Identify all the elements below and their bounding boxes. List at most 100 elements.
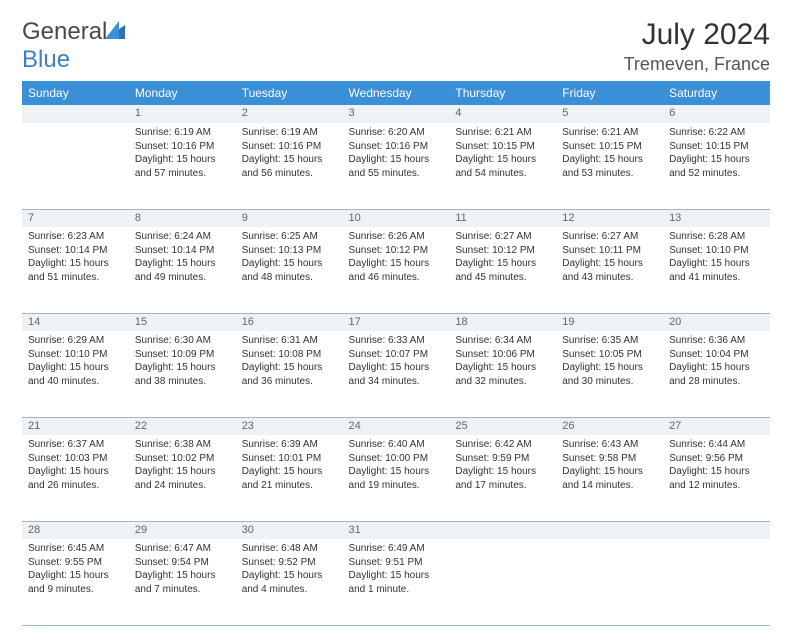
day-cell: Sunrise: 6:45 AMSunset: 9:55 PMDaylight:… — [22, 539, 129, 625]
sunrise-line: Sunrise: 6:20 AM — [349, 126, 444, 140]
daynum-cell: 24 — [343, 417, 450, 435]
day-cell: Sunrise: 6:26 AMSunset: 10:12 PMDaylight… — [343, 227, 450, 313]
daylight-line: Daylight: 15 hoursand 56 minutes. — [242, 153, 337, 180]
daylight-line: Daylight: 15 hoursand 51 minutes. — [28, 257, 123, 284]
sunrise-line: Sunrise: 6:40 AM — [349, 438, 444, 452]
daynum-cell: 5 — [556, 105, 663, 123]
sunrise-line: Sunrise: 6:37 AM — [28, 438, 123, 452]
daylight-line: Daylight: 15 hoursand 43 minutes. — [562, 257, 657, 284]
day-cell: Sunrise: 6:49 AMSunset: 9:51 PMDaylight:… — [343, 539, 450, 625]
sunset-line: Sunset: 10:10 PM — [669, 244, 764, 258]
day-cell-body: Sunrise: 6:29 AMSunset: 10:10 PMDaylight… — [22, 331, 129, 397]
logo-text: GeneralBlue — [22, 18, 127, 74]
daynum-cell — [449, 521, 556, 539]
day-cell: Sunrise: 6:25 AMSunset: 10:13 PMDaylight… — [236, 227, 343, 313]
day-cell: Sunrise: 6:27 AMSunset: 10:12 PMDaylight… — [449, 227, 556, 313]
daylight-line: Daylight: 15 hoursand 19 minutes. — [349, 465, 444, 492]
day-cell-body: Sunrise: 6:39 AMSunset: 10:01 PMDaylight… — [236, 435, 343, 501]
day-cell-body: Sunrise: 6:25 AMSunset: 10:13 PMDaylight… — [236, 227, 343, 293]
dow-sunday: Sunday — [22, 81, 129, 105]
sunset-line: Sunset: 10:15 PM — [669, 140, 764, 154]
sunset-line: Sunset: 10:04 PM — [669, 348, 764, 362]
sunset-line: Sunset: 10:14 PM — [135, 244, 230, 258]
day-cell-body: Sunrise: 6:31 AMSunset: 10:08 PMDaylight… — [236, 331, 343, 397]
sunrise-line: Sunrise: 6:36 AM — [669, 334, 764, 348]
day-cell-body: Sunrise: 6:21 AMSunset: 10:15 PMDaylight… — [449, 123, 556, 189]
calendar-table: Sunday Monday Tuesday Wednesday Thursday… — [22, 81, 770, 626]
day-cell-body: Sunrise: 6:20 AMSunset: 10:16 PMDaylight… — [343, 123, 450, 189]
daylight-line: Daylight: 15 hoursand 21 minutes. — [242, 465, 337, 492]
daylight-line: Daylight: 15 hoursand 57 minutes. — [135, 153, 230, 180]
day-cell-body: Sunrise: 6:27 AMSunset: 10:12 PMDaylight… — [449, 227, 556, 293]
sunrise-line: Sunrise: 6:45 AM — [28, 542, 123, 556]
day-cell-body: Sunrise: 6:28 AMSunset: 10:10 PMDaylight… — [663, 227, 770, 293]
daylight-line: Daylight: 15 hoursand 30 minutes. — [562, 361, 657, 388]
sunset-line: Sunset: 9:54 PM — [135, 556, 230, 570]
sunrise-line: Sunrise: 6:19 AM — [242, 126, 337, 140]
daylight-line: Daylight: 15 hoursand 48 minutes. — [242, 257, 337, 284]
daynum-cell: 29 — [129, 521, 236, 539]
daynum-cell: 1 — [129, 105, 236, 123]
daylight-line: Daylight: 15 hoursand 53 minutes. — [562, 153, 657, 180]
daynum-cell: 26 — [556, 417, 663, 435]
sunset-line: Sunset: 10:12 PM — [455, 244, 550, 258]
daynum-cell: 31 — [343, 521, 450, 539]
daynum-cell: 14 — [22, 313, 129, 331]
daynum-cell: 10 — [343, 209, 450, 227]
sunset-line: Sunset: 9:56 PM — [669, 452, 764, 466]
sunset-line: Sunset: 10:13 PM — [242, 244, 337, 258]
daynum-cell: 19 — [556, 313, 663, 331]
sunset-line: Sunset: 10:01 PM — [242, 452, 337, 466]
daylight-line: Daylight: 15 hoursand 14 minutes. — [562, 465, 657, 492]
sunset-line: Sunset: 9:51 PM — [349, 556, 444, 570]
week-row: Sunrise: 6:29 AMSunset: 10:10 PMDaylight… — [22, 331, 770, 417]
day-cell-body: Sunrise: 6:33 AMSunset: 10:07 PMDaylight… — [343, 331, 450, 397]
sunrise-line: Sunrise: 6:24 AM — [135, 230, 230, 244]
day-cell-body: Sunrise: 6:42 AMSunset: 9:59 PMDaylight:… — [449, 435, 556, 501]
daynum-cell: 15 — [129, 313, 236, 331]
sunset-line: Sunset: 10:03 PM — [28, 452, 123, 466]
day-cell-body: Sunrise: 6:48 AMSunset: 9:52 PMDaylight:… — [236, 539, 343, 605]
day-cell: Sunrise: 6:19 AMSunset: 10:16 PMDaylight… — [236, 123, 343, 209]
sunset-line: Sunset: 10:06 PM — [455, 348, 550, 362]
daynum-cell: 7 — [22, 209, 129, 227]
sunrise-line: Sunrise: 6:38 AM — [135, 438, 230, 452]
daynum-cell: 3 — [343, 105, 450, 123]
daylight-line: Daylight: 15 hoursand 28 minutes. — [669, 361, 764, 388]
day-cell-body: Sunrise: 6:44 AMSunset: 9:56 PMDaylight:… — [663, 435, 770, 501]
daylight-line: Daylight: 15 hoursand 40 minutes. — [28, 361, 123, 388]
day-cell: Sunrise: 6:31 AMSunset: 10:08 PMDaylight… — [236, 331, 343, 417]
day-cell-body: Sunrise: 6:37 AMSunset: 10:03 PMDaylight… — [22, 435, 129, 501]
day-cell: Sunrise: 6:35 AMSunset: 10:05 PMDaylight… — [556, 331, 663, 417]
sunrise-line: Sunrise: 6:23 AM — [28, 230, 123, 244]
day-cell-body: Sunrise: 6:49 AMSunset: 9:51 PMDaylight:… — [343, 539, 450, 605]
sunrise-line: Sunrise: 6:34 AM — [455, 334, 550, 348]
daynum-cell: 23 — [236, 417, 343, 435]
daylight-line: Daylight: 15 hoursand 12 minutes. — [669, 465, 764, 492]
daynum-cell: 13 — [663, 209, 770, 227]
day-cell: Sunrise: 6:23 AMSunset: 10:14 PMDaylight… — [22, 227, 129, 313]
day-cell-body: Sunrise: 6:27 AMSunset: 10:11 PMDaylight… — [556, 227, 663, 293]
daynum-cell: 8 — [129, 209, 236, 227]
sunrise-line: Sunrise: 6:49 AM — [349, 542, 444, 556]
day-cell: Sunrise: 6:29 AMSunset: 10:10 PMDaylight… — [22, 331, 129, 417]
sunrise-line: Sunrise: 6:21 AM — [455, 126, 550, 140]
day-cell-body: Sunrise: 6:35 AMSunset: 10:05 PMDaylight… — [556, 331, 663, 397]
day-cell: Sunrise: 6:42 AMSunset: 9:59 PMDaylight:… — [449, 435, 556, 521]
title-block: July 2024 Tremeven, France — [624, 18, 770, 75]
daylight-line: Daylight: 15 hoursand 17 minutes. — [455, 465, 550, 492]
daynum-cell: 25 — [449, 417, 556, 435]
daylight-line: Daylight: 15 hoursand 24 minutes. — [135, 465, 230, 492]
day-cell — [663, 539, 770, 625]
daynum-cell: 27 — [663, 417, 770, 435]
day-cell: Sunrise: 6:47 AMSunset: 9:54 PMDaylight:… — [129, 539, 236, 625]
daynum-row: 78910111213 — [22, 209, 770, 227]
sunset-line: Sunset: 10:00 PM — [349, 452, 444, 466]
week-row: Sunrise: 6:23 AM Sunset: 10:14 PM Daylight… — [22, 227, 770, 313]
day-cell: Sunrise: 6:44 AMSunset: 9:56 PMDaylight:… — [663, 435, 770, 521]
daynum-cell: 9 — [236, 209, 343, 227]
sunset-line: Sunset: 10:05 PM — [562, 348, 657, 362]
daynum-cell: 2 — [236, 105, 343, 123]
daynum-row: 14151617181920 — [22, 313, 770, 331]
sunrise-line: Sunrise: 6:19 AM — [135, 126, 230, 140]
